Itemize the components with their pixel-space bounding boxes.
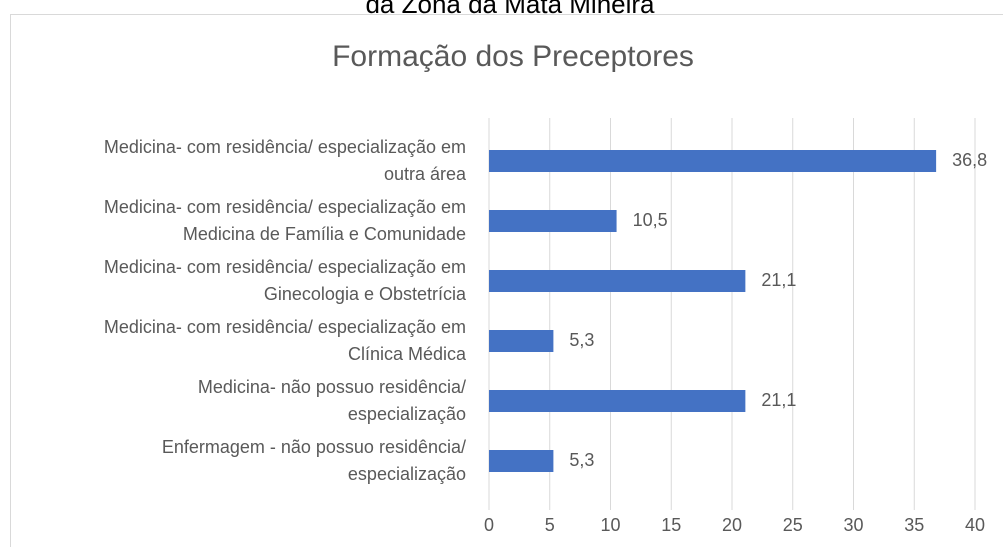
data-label: 5,3 [569, 450, 594, 470]
x-tick-label: 25 [783, 515, 803, 535]
x-tick-label: 20 [722, 515, 742, 535]
x-tick-label: 5 [545, 515, 555, 535]
chart-title: Formação dos Preceptores [332, 40, 694, 73]
x-tick-label: 40 [965, 515, 985, 535]
bar [489, 150, 937, 172]
data-label: 10,5 [633, 210, 668, 230]
chart-border [10, 14, 1003, 547]
y-tick-label: Enfermagem - não possuo residência/ [162, 437, 466, 457]
y-tick-label: Clínica Médica [348, 344, 467, 364]
bar [489, 270, 746, 292]
x-tick-label: 10 [600, 515, 620, 535]
bar [489, 330, 554, 352]
data-label: 21,1 [761, 390, 796, 410]
data-label: 21,1 [761, 270, 796, 290]
y-tick-label: Medicina- com residência/ especialização… [104, 257, 466, 277]
data-label: 5,3 [569, 330, 594, 350]
header-text: da Zona da Mata Mineira [365, 0, 655, 19]
bar [489, 450, 554, 472]
y-tick-label: Medicina- com residência/ especialização… [104, 197, 466, 217]
y-tick-label: especialização [348, 404, 466, 424]
x-tick-label: 30 [843, 515, 863, 535]
y-tick-label: Ginecologia e Obstetrícia [264, 284, 467, 304]
y-tick-label: Medicina de Família e Comunidade [183, 224, 466, 244]
data-label: 36,8 [952, 150, 987, 170]
y-tick-label: outra área [384, 164, 467, 184]
x-tick-label: 15 [661, 515, 681, 535]
bar [489, 390, 746, 412]
x-tick-label: 35 [904, 515, 924, 535]
y-tick-label: Medicina- não possuo residência/ [198, 377, 466, 397]
y-tick-label: especialização [348, 464, 466, 484]
y-tick-label: Medicina- com residência/ especialização… [104, 317, 466, 337]
y-tick-label: Medicina- com residência/ especialização… [104, 137, 466, 157]
x-tick-label: 0 [484, 515, 494, 535]
bar [489, 210, 617, 232]
